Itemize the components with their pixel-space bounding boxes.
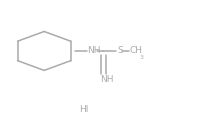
Text: S: S bbox=[117, 46, 123, 55]
Text: HI: HI bbox=[79, 105, 88, 114]
Text: NH: NH bbox=[87, 46, 101, 55]
Text: CH: CH bbox=[129, 46, 142, 55]
Text: NH: NH bbox=[100, 75, 114, 84]
Text: 3: 3 bbox=[140, 55, 144, 60]
